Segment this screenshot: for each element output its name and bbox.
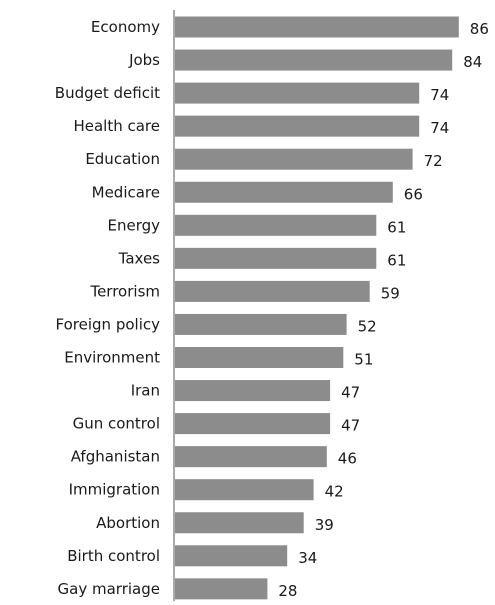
category-label: Taxes <box>118 249 161 267</box>
value-label: 72 <box>424 152 443 170</box>
category-label: Afghanistan <box>71 448 160 466</box>
bar <box>175 214 377 236</box>
category-label: Iran <box>131 382 160 400</box>
category-label: Health care <box>73 117 160 135</box>
category-label: Abortion <box>96 514 160 532</box>
category-label: Environment <box>64 349 160 367</box>
category-label: Immigration <box>69 481 160 499</box>
value-label: 59 <box>381 284 400 302</box>
value-label: 86 <box>470 20 489 38</box>
value-label: 66 <box>404 185 423 203</box>
bar <box>175 280 370 302</box>
bar <box>175 148 413 170</box>
bar <box>175 347 344 368</box>
bar <box>175 181 393 203</box>
category-label: Jobs <box>128 51 160 69</box>
bar <box>175 413 331 435</box>
value-label: 84 <box>463 53 482 71</box>
value-label: 34 <box>298 549 317 567</box>
category-label: Education <box>85 150 160 168</box>
bar <box>175 446 327 468</box>
value-label: 61 <box>387 218 406 236</box>
category-label: Foreign policy <box>56 315 161 333</box>
bar <box>175 115 420 137</box>
category-label: Economy <box>91 18 160 36</box>
category-label: Budget deficit <box>55 84 160 102</box>
bar <box>175 313 347 335</box>
category-label: Gun control <box>73 415 160 433</box>
bars <box>175 16 459 600</box>
value-label: 46 <box>338 450 357 468</box>
value-label: 61 <box>387 251 406 269</box>
category-label: Medicare <box>92 183 160 201</box>
value-label: 39 <box>315 516 334 534</box>
category-label: Birth control <box>67 547 160 565</box>
category-labels: Economy Jobs Budget deficit Health care Educ… <box>55 18 160 598</box>
category-label: Energy <box>107 216 160 234</box>
bar <box>175 479 314 501</box>
value-label: 28 <box>278 582 297 600</box>
bar <box>175 578 268 600</box>
bar <box>175 49 453 71</box>
bar <box>175 512 304 534</box>
bar <box>175 545 288 567</box>
bar <box>175 247 377 269</box>
value-label: 47 <box>341 417 360 435</box>
bar <box>175 380 331 402</box>
bar <box>175 16 459 38</box>
value-label: 42 <box>325 483 344 501</box>
value-label: 47 <box>341 384 360 402</box>
category-label: Terrorism <box>89 282 160 300</box>
value-label: 74 <box>430 86 449 104</box>
value-label: 52 <box>358 317 377 335</box>
value-label: 74 <box>430 119 449 137</box>
category-label: Gay marriage <box>58 580 160 598</box>
value-label: 51 <box>354 351 373 369</box>
bar <box>175 82 420 104</box>
